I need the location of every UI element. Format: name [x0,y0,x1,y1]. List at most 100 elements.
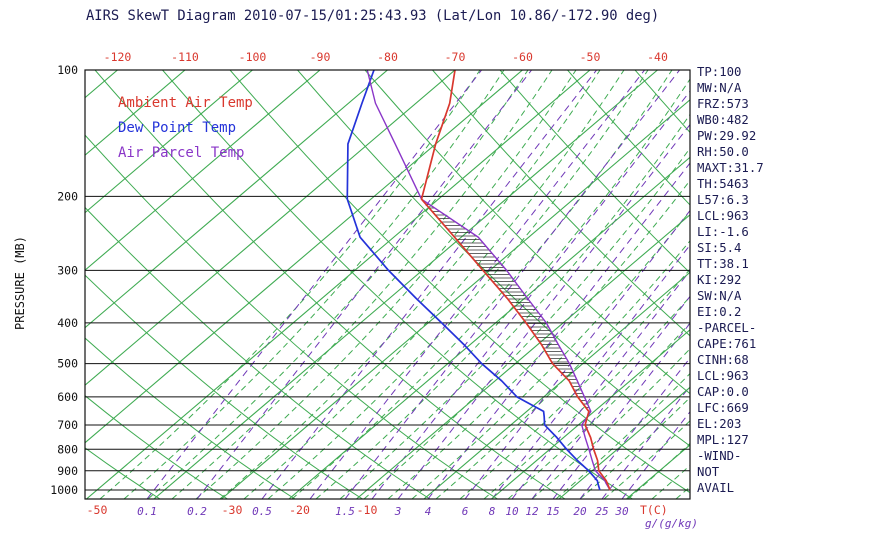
isotherm-line [85,70,388,329]
mixing-ratio-line [261,70,598,499]
mixing-ratio-tick-label: 20 [573,505,587,518]
mixing-ratio-tick-label: 25 [595,505,608,518]
moist-adiabat-line [459,268,690,499]
top-temp-tick-label: -40 [647,50,668,64]
index-panel-line: CINH:68 [697,353,749,367]
ambient-temp-curve [420,70,611,491]
legend-ambient-air-temp: Ambient Air Temp [118,95,253,111]
top-temp-tick-label: -50 [580,50,601,64]
bottom-temp-tick-label: -30 [222,503,243,517]
index-panel-line: -PARCEL- [697,321,756,335]
mixing-ratio-tick-label: 10 [505,505,519,518]
dry-adiabat-line [85,274,363,499]
moist-adiabat-line [555,372,690,499]
bottom-temp-tick-label: -50 [87,503,108,517]
top-temp-tick-label: -120 [104,50,132,64]
mixing-ratio-tick-label: 0.1 [137,505,157,518]
mixing-ratio-tick-label: 1.5 [335,505,355,518]
index-panel-line: KI:292 [697,273,741,287]
legend-dew-point-temp: Dew Point Temp [118,120,236,136]
moist-adiabat-line [844,70,870,499]
index-panel-line: SI:5.4 [697,241,741,255]
pressure-tick-label: 400 [57,316,78,330]
index-panel-line: LI:-1.6 [697,225,749,239]
pressure-tick-label: 1000 [50,483,78,497]
index-panel-line: MAXT:31.7 [697,161,764,175]
pressure-tick-label: 200 [57,189,78,203]
dry-adiabat-line [85,395,228,499]
pressure-tick-label: 600 [57,390,78,404]
plot-frame [84,69,691,500]
pressure-tick-label: 900 [57,464,78,478]
mixing-ratio-line [511,269,690,499]
isotherm-line [491,329,690,499]
isotherm-line [85,70,186,156]
dry-adiabat-line [85,337,296,499]
moist-adiabat-line [651,464,690,499]
bottom-temp-tick-label: -20 [289,503,310,517]
isotherm-line [221,99,690,499]
mixing-ratio-line [601,385,690,499]
mixing-ratio-tick-label: 3 [394,505,402,518]
mixing-ratio-tick-label: 12 [525,505,539,518]
moist-adiabat-line [531,348,690,499]
mixing-ratio-line [621,411,690,499]
dry-adiabat-line [162,70,633,499]
mixing-ratio-tick-label: 30 [614,505,629,518]
dry-adiabat-line [85,206,431,499]
chart-title: AIRS SkewT Diagram 2010-07-15/01:25:43.9… [86,8,659,24]
moist-adiabat-line [219,70,601,499]
index-panel-line: TP:100 [697,65,741,79]
moist-adiabat-line [748,70,870,499]
top-temp-tick-label: -90 [310,50,331,64]
moist-adiabat-line [507,322,690,499]
dry-adiabat-line [94,70,566,499]
mixing-ratio-line [464,209,690,499]
top-temp-tick-label: -100 [239,50,267,64]
isotherm-line [356,214,690,499]
mixing-ratio-line [531,295,690,499]
isotherm-line [288,156,690,499]
moist-adiabat-line [243,70,625,499]
top-temp-tick-label: -70 [445,50,466,64]
dry-adiabat-line [432,70,690,337]
index-panel-line: WB0:482 [697,113,749,127]
dry-adiabat-line [499,70,690,274]
mixing-ratio-line [309,70,646,499]
index-panel-line: RH:50.0 [697,145,749,159]
moist-adiabat-line [147,70,529,499]
mixing-ratio-tick-label: 0.5 [252,505,272,518]
isotherm-line [153,70,658,499]
index-panel-line: EL:203 [697,417,741,431]
moist-adiabat-line [267,70,649,499]
air-parcel-curve [366,70,611,491]
sounding-curves [346,70,611,491]
index-panel-line: CAP:0.0 [697,385,749,399]
index-panel-line: TT:38.1 [697,257,749,271]
mixing-ratio-line [371,90,690,499]
moist-adiabat-line [339,113,690,499]
pressure-tick-label: 800 [57,442,78,456]
pressure-tick-label: 100 [57,63,78,77]
index-panel-line: MW:N/A [697,81,742,95]
mixing-ratio-tick-label: 4 [425,505,432,518]
moist-adiabat-line [796,70,870,499]
isotherm-line [558,386,690,499]
mixing-ratio-line [146,70,483,499]
moist-adiabat-line [483,295,690,499]
moist-adiabat-line [435,240,690,499]
mixing-ratio-line [397,123,690,499]
moist-adiabat-line [171,70,553,499]
mixing-ratio-line [196,70,533,499]
index-panel-line: NOT [697,465,720,479]
index-panel-line: AVAIL [697,481,734,495]
moist-adiabat-line [603,420,690,499]
moist-adiabat-line [123,70,505,499]
dry-adiabat-line [85,447,161,499]
index-panel-line: SW:N/A [697,289,742,303]
pressure-tick-label: 300 [57,263,78,277]
index-panel-line: LFC:669 [697,401,749,415]
bottom-temp-tick-label: -10 [357,503,378,517]
isotherm-line [86,70,591,499]
